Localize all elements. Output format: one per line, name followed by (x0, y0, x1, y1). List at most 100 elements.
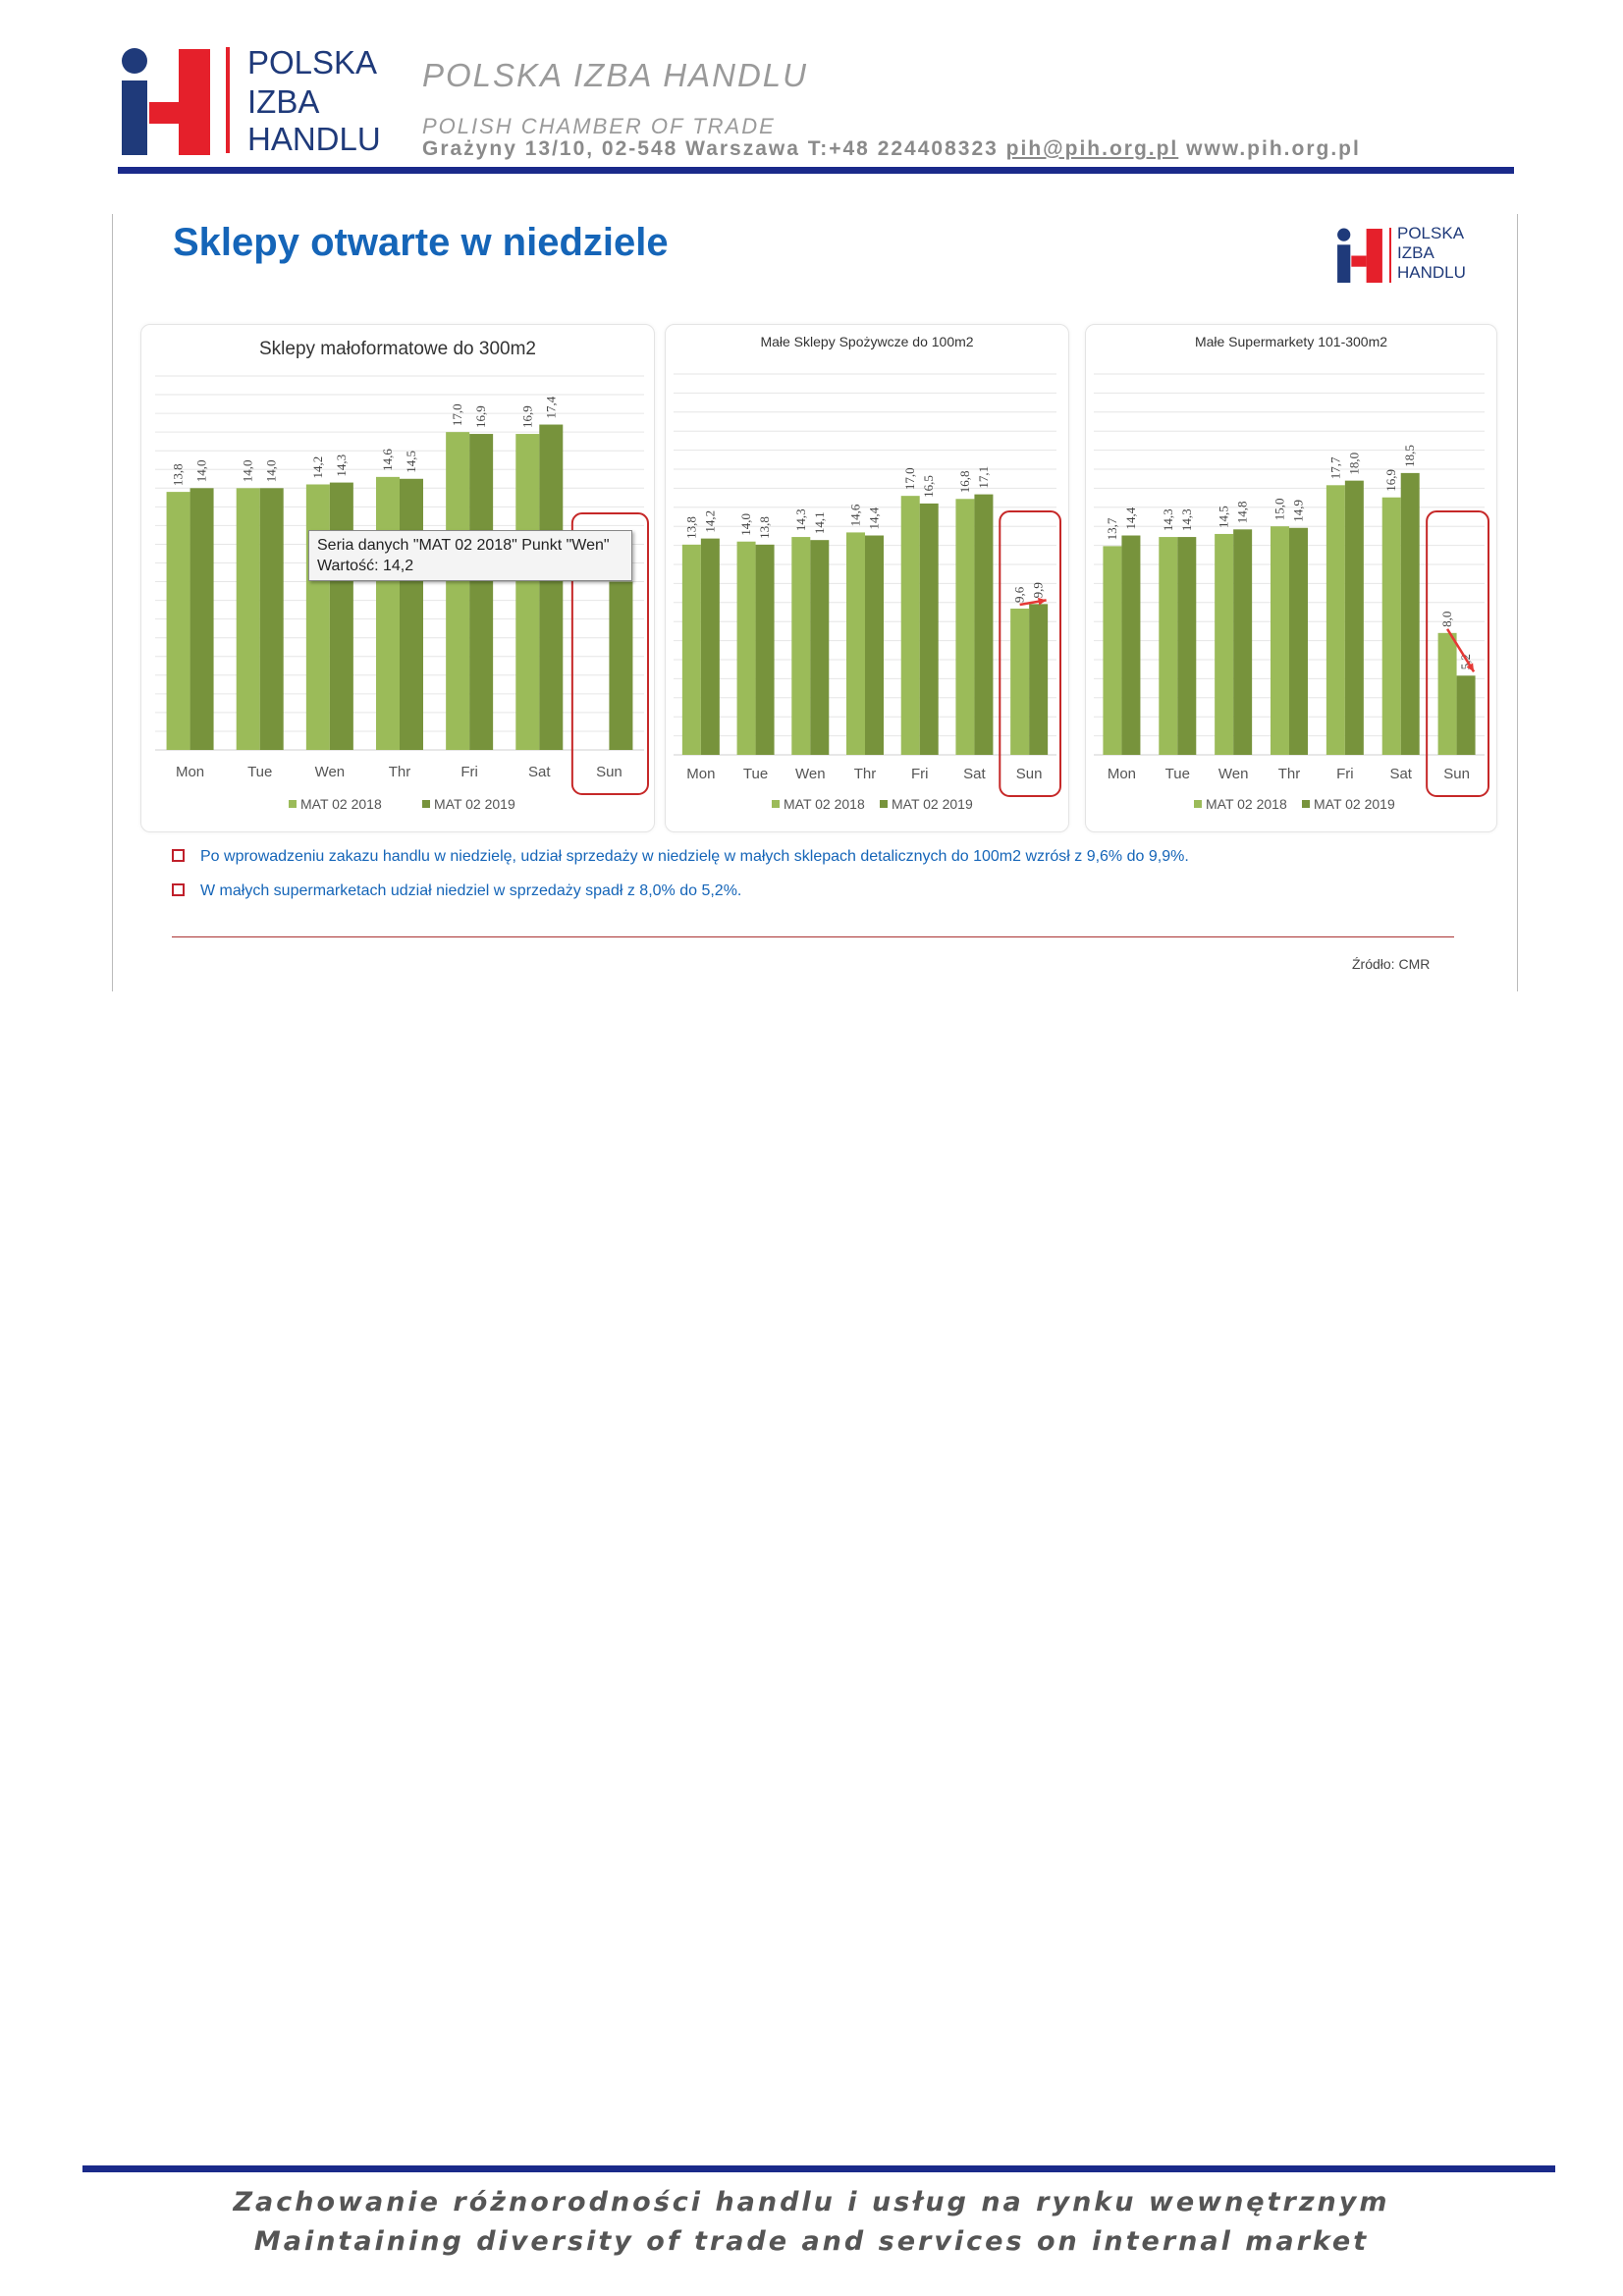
bar-wen-series-1[interactable] (305, 484, 330, 750)
logo-word-2: IZBA (247, 83, 320, 120)
bar-sun-series-2[interactable] (609, 581, 633, 750)
bar-mon-series-2[interactable] (1121, 535, 1141, 755)
legend-swatch (880, 800, 888, 808)
chart-title: Sklepy małoformatowe do 300m2 (259, 339, 536, 359)
highlight-box (1426, 510, 1489, 797)
bar-mon-series-1[interactable] (681, 544, 701, 755)
highlight-box (570, 512, 650, 795)
bar-mon-series-1[interactable] (1103, 546, 1122, 755)
data-label: 14,3 (1179, 508, 1194, 531)
bar-wen-series-2[interactable] (810, 540, 830, 755)
bar-thr-series-1[interactable] (846, 532, 865, 755)
data-label: 14,1 (812, 511, 827, 534)
website-link[interactable]: www.pih.org.pl (1178, 137, 1361, 160)
x-tick-label: Thr (1278, 766, 1301, 782)
x-tick-label: Sun (1443, 766, 1470, 782)
chart-small-format: Sklepy małoformatowe do 300m2 13,8 14,0 Mon… (155, 339, 650, 812)
slide-rule (172, 936, 1454, 937)
bar-sat-series-1[interactable] (515, 434, 540, 750)
header-rule (118, 167, 1514, 174)
trend-arrowhead-icon (1037, 597, 1047, 606)
bullet-2: W małych supermarketach udział niedziel … (172, 882, 741, 900)
legend-swatch (289, 800, 297, 808)
bar-fri-series-2[interactable] (919, 503, 939, 755)
trend-arrow-icon (1446, 628, 1476, 672)
bar-fri-series-1[interactable] (900, 496, 920, 755)
data-label: 14,6 (848, 504, 863, 526)
logo-word-1: POLSKA (247, 44, 378, 80)
legend-swatch (1302, 800, 1310, 808)
bar-tue-series-1[interactable] (236, 488, 260, 750)
bar-wen-series-2[interactable] (329, 482, 353, 750)
bar-thr-series-1[interactable] (376, 476, 400, 750)
bar-sat-series-1[interactable] (1381, 497, 1401, 755)
x-tick-label: Sat (963, 766, 986, 782)
logo-divider (226, 47, 230, 153)
chart-panel-supermarkets: Małe Supermarkety 101-300m2 13,7 14,4 Mon 14… (1085, 324, 1497, 832)
x-tick-label: Sun (1016, 766, 1043, 782)
data-label: 14,3 (1161, 508, 1175, 531)
bar-sun-series-2[interactable] (1456, 675, 1476, 755)
chart-supermarkets: Małe Supermarkety 101-300m2 13,7 14,4 Mon 14… (1094, 334, 1489, 812)
highlight-box (999, 510, 1061, 797)
slide-logo-divider (1389, 228, 1391, 283)
chart-tooltip: Seria danych "MAT 02 2018" Punkt "Wen" W… (308, 530, 632, 581)
data-label: 14,9 (1291, 500, 1306, 522)
bar-wen-series-1[interactable] (791, 537, 811, 755)
data-label: 14,2 (702, 510, 717, 533)
data-label: 13,8 (757, 516, 772, 539)
source-note: Źródło: CMR (1352, 956, 1431, 972)
bar-mon-series-2[interactable] (189, 488, 214, 750)
data-label: 17,0 (902, 467, 917, 490)
bar-thr-series-1[interactable] (1271, 526, 1289, 755)
bar-fri-series-2[interactable] (1344, 480, 1364, 755)
data-label: 17,0 (450, 403, 464, 426)
data-label: 16,8 (957, 471, 972, 494)
x-tick-label: Wen (1218, 766, 1249, 782)
bar-sun-series-1[interactable] (1437, 632, 1457, 755)
bar-sun-series-1[interactable] (1010, 609, 1030, 755)
data-label: 16,5 (921, 475, 936, 498)
bar-sat-series-2[interactable] (539, 424, 564, 750)
data-label: 8,0 (1439, 612, 1454, 627)
bullet-square-icon (172, 849, 185, 863)
bar-sat-series-2[interactable] (974, 494, 994, 755)
data-label: 18,0 (1346, 453, 1361, 475)
data-label: 16,9 (473, 405, 488, 428)
bar-tue-series-1[interactable] (736, 541, 756, 755)
bar-sat-series-2[interactable] (1400, 472, 1420, 755)
letterhead: POLSKA IZBA HANDLU POLSKA IZBA HANDLU PO… (0, 0, 1623, 182)
bar-tue-series-1[interactable] (1159, 537, 1178, 755)
x-tick-label: Thr (389, 764, 411, 780)
bar-thr-series-2[interactable] (1289, 527, 1308, 755)
bar-tue-series-2[interactable] (259, 488, 284, 750)
org-address: Grażyny 13/10, 02-548 Warszawa T:+48 224… (422, 137, 1361, 161)
data-label: 16,9 (1383, 469, 1398, 492)
bar-fri-series-1[interactable] (1325, 485, 1345, 755)
data-label: 17,7 (1327, 456, 1342, 479)
bar-sat-series-1[interactable] (955, 499, 975, 755)
address-text: Grażyny 13/10, 02-548 Warszawa T:+48 224… (422, 137, 1006, 160)
bar-thr-series-2[interactable] (400, 478, 423, 750)
data-label: 14,3 (334, 454, 349, 477)
legend-label: MAT 02 2019 (434, 796, 515, 812)
pih-logo-small-icon (1337, 228, 1382, 283)
bar-wen-series-2[interactable] (1233, 529, 1253, 755)
bar-mon-series-1[interactable] (166, 492, 190, 750)
bar-thr-series-2[interactable] (865, 535, 884, 755)
legend-label: MAT 02 2018 (1206, 796, 1287, 812)
bar-tue-series-2[interactable] (1177, 537, 1197, 755)
x-tick-label: Mon (176, 764, 204, 780)
email-link[interactable]: pih@pih.org.pl (1005, 137, 1179, 160)
org-subtitle: POLISH CHAMBER OF TRADE (422, 114, 776, 138)
x-tick-label: Fri (460, 764, 478, 780)
bar-fri-series-2[interactable] (469, 434, 494, 750)
bar-mon-series-2[interactable] (700, 538, 720, 755)
chart-title: Małe Supermarkety 101-300m2 (1195, 334, 1387, 349)
bar-fri-series-1[interactable] (446, 432, 470, 750)
logo-word-3: HANDLU (247, 121, 381, 157)
bar-tue-series-2[interactable] (755, 544, 775, 755)
bar-sun-series-2[interactable] (1029, 604, 1049, 755)
pih-logo-icon (122, 48, 210, 155)
bar-wen-series-1[interactable] (1215, 533, 1234, 755)
